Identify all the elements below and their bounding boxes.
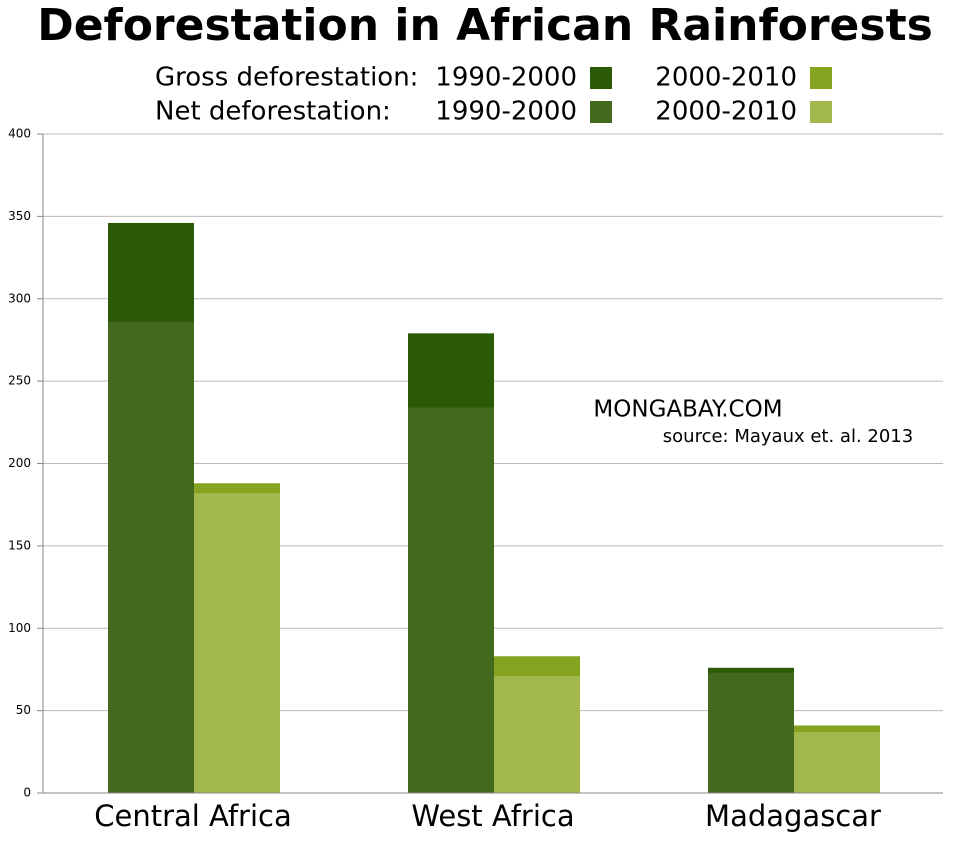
y-tick-label: 300 — [8, 291, 31, 305]
y-tick-label: 100 — [8, 621, 31, 635]
bar — [408, 407, 494, 793]
y-tick-label: 200 — [8, 456, 31, 470]
bar — [794, 732, 880, 793]
legend-swatch — [810, 67, 832, 89]
y-tick-label: 400 — [8, 127, 31, 141]
legend-entry: 1990-2000 — [435, 63, 577, 93]
y-tick-label: 0 — [23, 786, 31, 800]
legend-entry: 1990-2000 — [435, 97, 577, 127]
legend-label: Net deforestation: — [155, 97, 391, 127]
legend-swatch — [810, 101, 832, 123]
y-tick-label: 50 — [16, 703, 31, 717]
y-tick-label: 350 — [8, 209, 31, 223]
annotation: source: Mayaux et. al. 2013 — [663, 426, 913, 447]
legend-entry: 2000-2010 — [655, 63, 797, 93]
y-tick-label: 150 — [8, 538, 31, 552]
legend-swatch — [590, 101, 612, 123]
chart-title: Deforestation in African Rainforests — [37, 0, 933, 51]
legend-entry: 2000-2010 — [655, 97, 797, 127]
x-tick-label: West Africa — [411, 799, 574, 833]
bar — [708, 672, 794, 793]
annotation: MONGABAY.COM — [593, 397, 782, 423]
y-tick-label: 250 — [8, 374, 31, 388]
x-tick-label: Madagascar — [705, 799, 881, 833]
legend-swatch — [590, 67, 612, 89]
legend-label: Gross deforestation: — [155, 63, 418, 93]
bar — [494, 676, 580, 793]
bar — [194, 493, 280, 793]
x-tick-label: Central Africa — [94, 799, 292, 833]
bar — [108, 321, 194, 793]
